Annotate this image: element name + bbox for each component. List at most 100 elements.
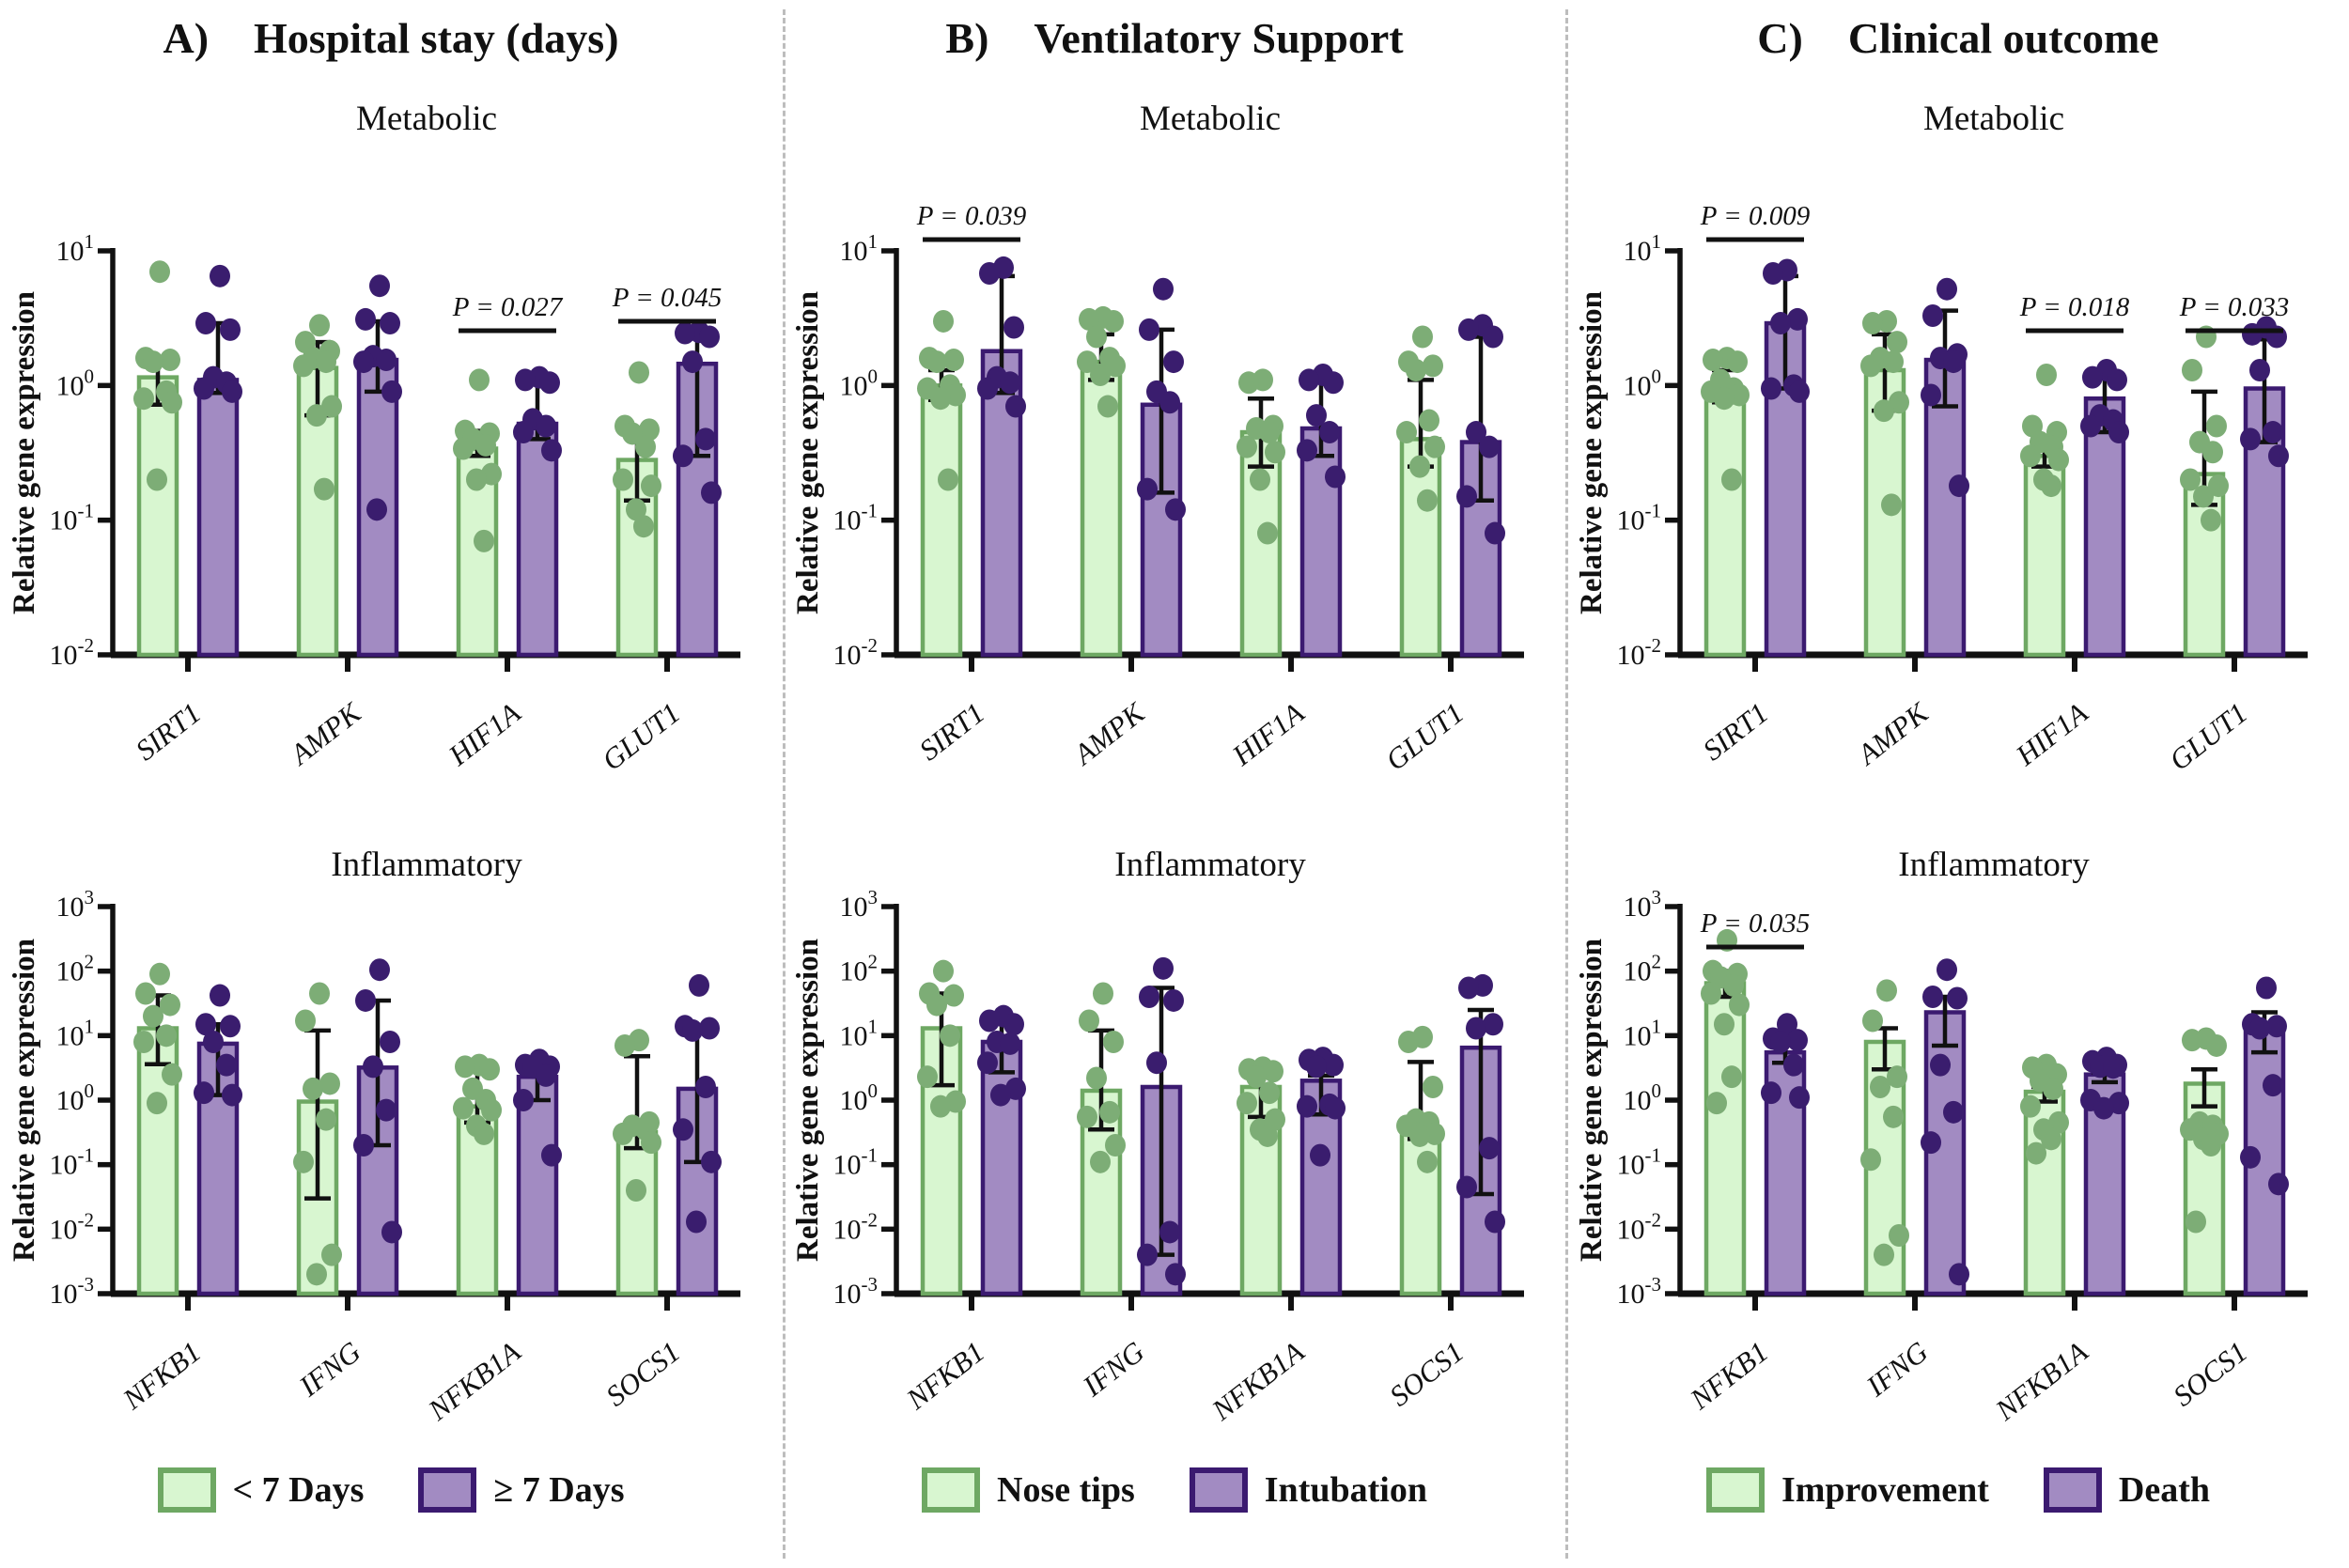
data-point bbox=[689, 973, 709, 997]
data-point bbox=[1943, 350, 1964, 374]
legend-label-green: < 7 Days bbox=[232, 1470, 365, 1510]
data-point bbox=[1424, 435, 1445, 458]
data-point bbox=[686, 1210, 707, 1234]
data-point bbox=[1077, 1105, 1097, 1128]
data-point bbox=[1165, 1263, 1186, 1286]
y-tick-label: 10-3 bbox=[50, 1273, 95, 1310]
p-value-label: P = 0.039 bbox=[916, 201, 1027, 231]
data-point bbox=[1310, 1143, 1330, 1167]
data-point bbox=[1466, 421, 1486, 444]
y-tick-label: 10-1 bbox=[1617, 500, 1662, 536]
data-point bbox=[210, 984, 230, 1007]
data-point bbox=[1398, 1030, 1419, 1053]
legend-item-green: Improvement bbox=[1705, 1467, 1989, 1513]
y-tick-label: 101 bbox=[1624, 1015, 1662, 1051]
data-point bbox=[1723, 973, 1744, 997]
data-point bbox=[1763, 262, 1783, 286]
y-tick-label: 102 bbox=[1624, 951, 1662, 987]
data-point bbox=[1922, 304, 1943, 328]
y-tick-label: 10-3 bbox=[833, 1273, 879, 1310]
data-point bbox=[314, 477, 334, 501]
x-tick-label: SIRT1 bbox=[913, 696, 991, 767]
data-point bbox=[381, 380, 402, 403]
data-point bbox=[940, 1024, 960, 1048]
chart-title: Inflammatory bbox=[1114, 846, 1306, 884]
data-point bbox=[321, 1243, 342, 1266]
data-point bbox=[1714, 387, 1735, 411]
chart-C-inflammatory: Inflammatory 103 102 101 100 10-1 10-2 10-3Rela… bbox=[1575, 846, 2308, 1427]
data-point bbox=[2268, 444, 2289, 468]
x-tick-label: NFKB1A bbox=[1988, 1334, 2094, 1427]
data-point bbox=[2242, 322, 2263, 346]
y-tick-label: 100 bbox=[56, 365, 95, 401]
data-point bbox=[1263, 1060, 1283, 1083]
data-point bbox=[453, 1096, 474, 1120]
data-point bbox=[614, 1033, 635, 1057]
y-tick-label: 10-2 bbox=[50, 634, 95, 671]
x-tick-label: NFKB1A bbox=[1205, 1334, 1311, 1427]
x-tick-label: GLUT1 bbox=[596, 696, 686, 777]
legend-item-purple: Death bbox=[2043, 1467, 2210, 1513]
panel-a: A) Hospital stay (days) Metabolic 101 100 1… bbox=[0, 0, 782, 1568]
data-point bbox=[979, 1009, 1000, 1032]
data-point bbox=[699, 1017, 720, 1040]
data-point bbox=[539, 371, 560, 395]
data-point bbox=[613, 468, 633, 491]
y-axis-label: Relative gene expression bbox=[8, 291, 41, 614]
data-point bbox=[466, 468, 487, 491]
data-point bbox=[1005, 395, 1026, 418]
data-point bbox=[156, 1024, 177, 1048]
panel-c-letter: C) bbox=[1757, 14, 1803, 62]
data-point bbox=[1456, 485, 1477, 508]
data-point bbox=[1396, 421, 1417, 444]
data-point bbox=[1485, 1210, 1505, 1234]
x-tick-label: NFKB1 bbox=[1683, 1335, 1774, 1417]
y-tick-label: 10-1 bbox=[1617, 1144, 1662, 1181]
y-tick-label: 100 bbox=[56, 1079, 95, 1116]
panel-b-title: Ventilatory Support bbox=[1034, 14, 1404, 62]
data-point bbox=[1947, 986, 1968, 1010]
data-point bbox=[2268, 1172, 2289, 1196]
data-point bbox=[135, 982, 156, 1005]
data-point bbox=[1921, 383, 1941, 407]
data-point bbox=[194, 1081, 214, 1105]
data-point bbox=[1889, 1223, 1909, 1247]
legend-label-green: Nose tips bbox=[997, 1470, 1135, 1510]
y-axis-label: Relative gene expression bbox=[791, 939, 825, 1262]
data-point bbox=[682, 1018, 703, 1042]
data-point bbox=[2180, 468, 2201, 491]
data-point bbox=[1000, 371, 1020, 395]
data-point bbox=[933, 309, 954, 333]
data-point bbox=[1250, 468, 1270, 491]
x-tick-label: NFKB1 bbox=[899, 1335, 990, 1417]
bar-GLUT1-purple bbox=[676, 361, 719, 658]
legend-item-purple: Intubation bbox=[1189, 1467, 1427, 1513]
legend-label-green: Improvement bbox=[1781, 1470, 1989, 1510]
data-point bbox=[2249, 1017, 2270, 1040]
data-point bbox=[1409, 455, 1430, 478]
x-tick-label: HIF1A bbox=[1225, 695, 1311, 772]
y-tick-label: 103 bbox=[840, 886, 879, 923]
data-point bbox=[699, 325, 720, 349]
data-point bbox=[1881, 493, 1902, 517]
data-point bbox=[216, 1053, 237, 1077]
y-axis-label: Relative gene expression bbox=[1575, 291, 1609, 614]
data-point bbox=[1306, 1055, 1327, 1079]
panel-c: C) Clinical outcome Metabolic 101 100 10-1 1… bbox=[1567, 0, 2349, 1568]
data-point bbox=[1787, 307, 1808, 331]
legend-swatch-purple bbox=[1189, 1467, 1248, 1513]
x-tick-label: SOCS1 bbox=[1383, 1335, 1470, 1413]
chart-title: Metabolic bbox=[1140, 100, 1281, 138]
chart-title: Inflammatory bbox=[331, 846, 522, 884]
legend-item-purple: ≥ 7 Days bbox=[418, 1467, 624, 1513]
data-point bbox=[1922, 985, 1943, 1008]
data-point bbox=[475, 433, 496, 457]
data-point bbox=[635, 435, 656, 458]
data-point bbox=[293, 1150, 314, 1173]
data-point bbox=[1787, 1029, 1808, 1052]
data-point bbox=[1319, 421, 1340, 444]
y-tick-label: 10-3 bbox=[1617, 1273, 1662, 1310]
data-point bbox=[1159, 391, 1180, 414]
y-tick-label: 10-2 bbox=[833, 1208, 879, 1245]
